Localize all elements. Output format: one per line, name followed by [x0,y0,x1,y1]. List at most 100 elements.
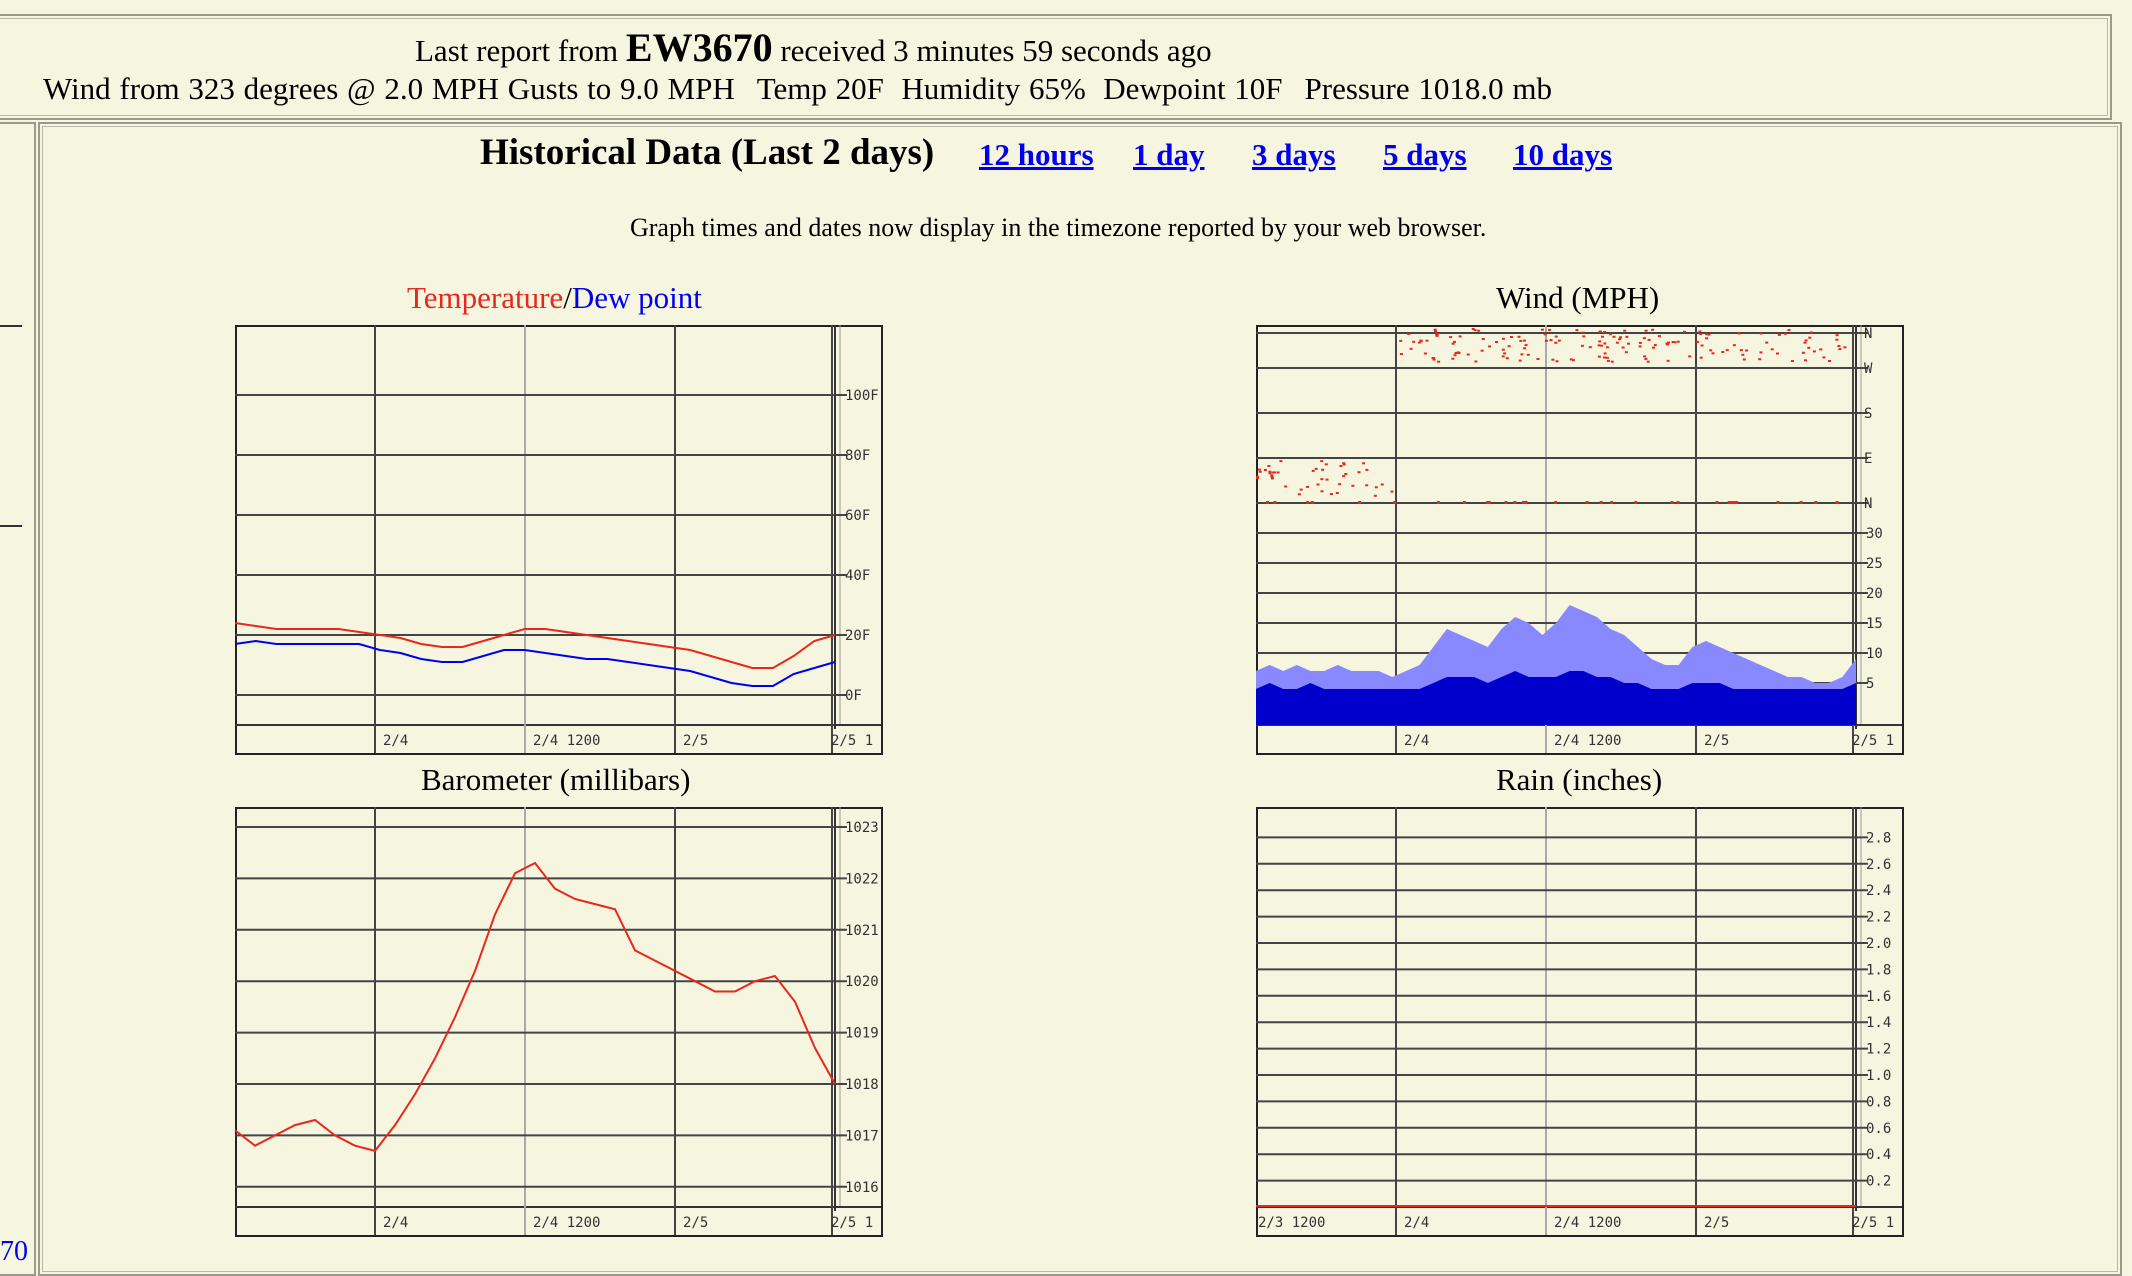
wind-direction-point [1417,341,1421,344]
barometer-chart: 2/4 2/4 1200 2/5 2/5 1 1023 1022 1021 1020 1019 1… [234,807,883,1237]
wind-direction-label: N [1864,496,1872,512]
wind-direction-point [1365,468,1369,471]
wind-direction-point [1487,501,1491,504]
wind-direction-point [1393,501,1397,504]
wind-direction-point [1615,341,1619,344]
dewpoint-reading: Dewpoint 10F [1103,71,1283,106]
baro-x-tick-label: 2/4 [383,1215,408,1231]
wind-direction-point [1673,341,1677,344]
wind-direction-point [1407,333,1411,336]
rain-y-tick-label: 2.2 [1866,910,1891,926]
wind-direction-point [1454,352,1458,354]
wind-direction-point [1803,341,1807,344]
sidebar-link-fragment[interactable]: 70 [0,1236,28,1267]
baro-x-tick-label: 2/5 [683,1215,708,1231]
left-sidebar-frame [0,122,36,1276]
range-link-3-days[interactable]: 3 days [1252,137,1336,172]
rain-y-tick-label: 0.2 [1866,1174,1891,1190]
range-link-12-hours[interactable]: 12 hours [979,137,1094,172]
wind-direction-point [1597,355,1601,358]
rain-y-tick-label: 0.8 [1866,1094,1891,1110]
wind-direction-point [1634,501,1638,504]
wind-direction-point [1696,340,1700,343]
wind-direction-point [1699,356,1703,359]
wind-direction-point [1258,470,1262,473]
wind-direction-point [1646,360,1650,363]
wind-direction-point [1399,353,1403,355]
wind-direction-point [1503,352,1507,355]
range-link-5-days[interactable]: 5 days [1383,137,1467,172]
wind-direction-point [1504,501,1508,504]
dewpoint-legend: Dew point [571,280,702,315]
wind-direction-point [1548,328,1552,331]
wind-direction-point [1588,346,1592,349]
wind-direction-point [1667,341,1671,344]
wind-direction-point [1642,337,1646,340]
wind-direction-point [1453,354,1457,357]
baro-y-tick-label: 1017 [845,1128,879,1144]
wind-direction-point [1524,344,1528,347]
wind-direction-point [1597,344,1601,347]
wind-direction-point [1671,341,1675,343]
wind-direction-point [1765,341,1769,344]
wind-direction-point [1271,471,1275,474]
wind-direction-point [1324,463,1328,466]
wind-direction-point [1507,345,1511,348]
wind-direction-point [1759,351,1763,354]
baro-y-tick-label: 1019 [845,1026,879,1042]
baro-y-tick-label: 1021 [845,923,879,939]
wind-direction-point [1338,483,1342,486]
wind-direction-point [1520,353,1524,356]
wind-direction-point [1554,335,1558,338]
barometer-chart-title: Barometer (millibars) [421,762,691,797]
wind-direction-point [1790,360,1794,362]
baro-y-tick-label: 1018 [845,1077,879,1093]
wind-direction-point [1585,501,1589,504]
wind-direction-point [1770,348,1774,351]
temp-y-tick-label: 60F [845,508,870,524]
wind-direction-point [1776,501,1780,504]
wind-direction-point [1310,501,1314,504]
rain-y-tick-label: 2.8 [1866,830,1891,846]
wind-direction-point [1554,501,1558,504]
temp-x-tick-label: 2/4 [383,733,408,749]
wind-direction-point [1801,351,1805,354]
wind-direction-point [1481,338,1485,340]
wind-direction-label: N [1864,326,1872,342]
temp-x-tick-label: 2/5 1 [831,733,873,749]
wind-direction-point [1279,460,1283,463]
wind-direction-point [1306,501,1310,504]
wind-direction-point [1603,342,1607,345]
wind-direction-point [1471,328,1475,330]
wind-direction-point [1666,343,1670,346]
wind-direction-point [1521,501,1525,504]
wind-direction-point [1271,477,1274,480]
wind-direction-point [1814,501,1818,504]
rain-x-tick-label: 2/3 1200 [1258,1215,1325,1231]
wind-direction-point [1425,339,1429,342]
wind-direction-point [1374,486,1378,489]
range-link-1-day[interactable]: 1 day [1133,137,1205,172]
rain-chart: 2/4 2/4 1200 2/5 2/5 1 2/3 1200 2.8 2.6 2.4 2.2 2… [1256,807,1904,1237]
wind-direction-point [1453,340,1456,343]
wind-direction-point [1314,467,1318,470]
wind-direction-point [1517,335,1521,338]
wind-direction-point [1610,501,1614,504]
wind-direction-point [1676,340,1680,343]
range-link-10-days[interactable]: 10 days [1513,137,1613,172]
humidity-reading: Humidity 65% [901,71,1086,106]
wind-direction-point [1688,355,1692,358]
wind-y-tick-label: 10 [1866,646,1883,662]
wind-direction-point [1316,483,1320,486]
wind-y-tick-label: 5 [1866,676,1874,692]
wind-direction-point [1835,501,1839,504]
wind-direction-point [1510,336,1513,338]
baro-y-tick-label: 1022 [845,871,879,887]
wind-direction-point [1828,360,1831,362]
wind-direction-point [1666,359,1670,362]
rain-y-tick-label: 1.2 [1866,1042,1891,1058]
wind-direction-point [1495,341,1498,343]
wind-direction-point [1543,333,1547,336]
wind-direction-point [1835,338,1839,341]
wind-direction-point [1582,335,1586,338]
